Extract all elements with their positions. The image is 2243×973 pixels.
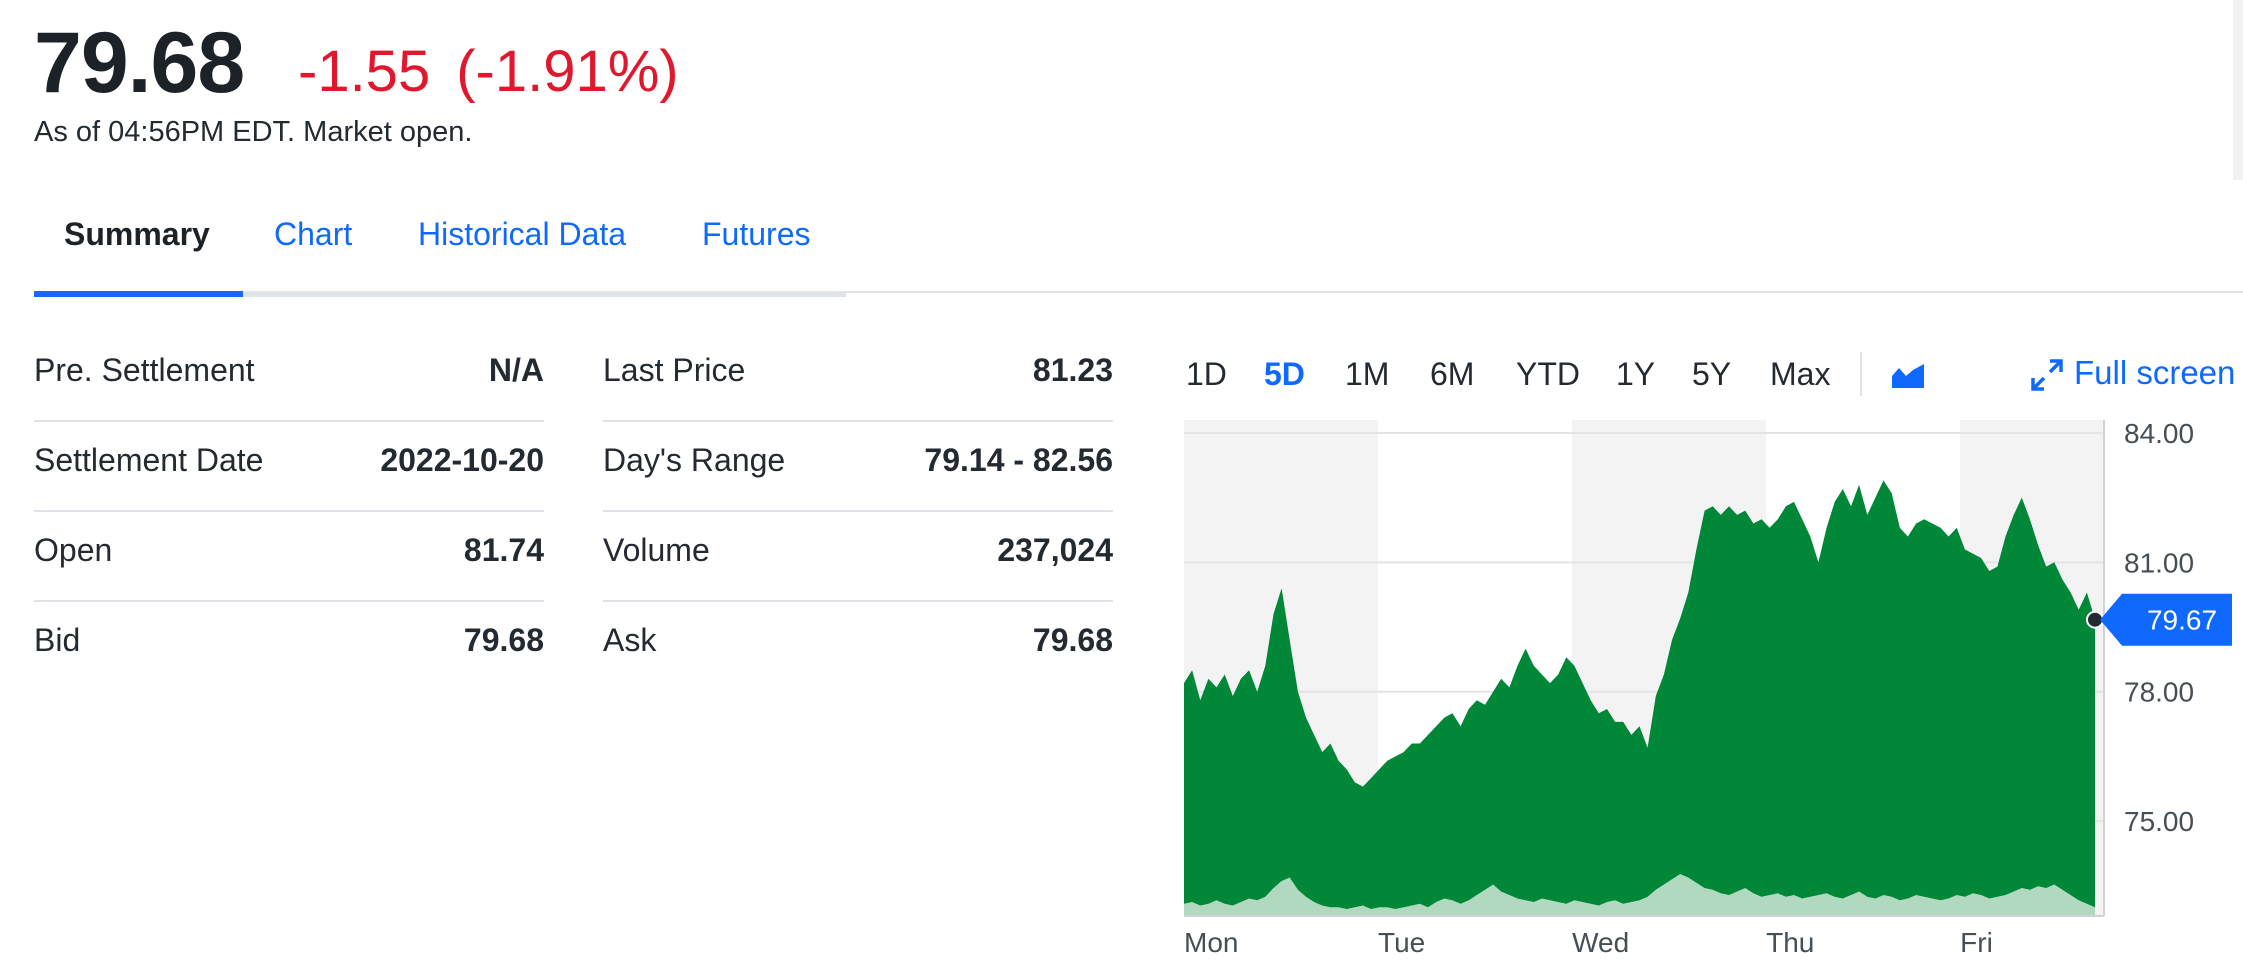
stat-row: Settlement Date 2022-10-20 — [34, 422, 544, 512]
stat-row: Pre. Settlement N/A — [34, 332, 544, 422]
range-ytd[interactable]: YTD — [1516, 356, 1580, 392]
range-5d[interactable]: 5D — [1264, 356, 1305, 392]
stat-value: 81.23 — [1032, 352, 1113, 388]
stat-value: 81.74 — [463, 532, 544, 568]
stat-row: Day's Range 79.14 - 82.56 — [603, 422, 1113, 512]
price-change-percent: (-1.91%) — [456, 39, 679, 104]
last-value-label: 79.67 — [2147, 605, 2217, 636]
tab-futures[interactable]: Futures — [702, 216, 811, 252]
stat-label: Volume — [603, 532, 710, 568]
fullscreen-label: Full screen — [2074, 354, 2236, 391]
quote-stats-right: Last Price 81.23 Day's Range 79.14 - 82.… — [603, 332, 1113, 692]
stat-value: 237,024 — [997, 532, 1113, 568]
y-tick-label: 84.00 — [2124, 418, 2194, 449]
range-1y[interactable]: 1Y — [1616, 356, 1656, 392]
x-tick-label: Wed — [1572, 927, 1629, 958]
x-tick-label: Mon — [1184, 927, 1238, 958]
y-tick-label: 75.00 — [2124, 806, 2194, 837]
range-6m[interactable]: 6M — [1430, 356, 1475, 392]
range-divider — [1860, 352, 1862, 396]
stat-label: Bid — [34, 622, 81, 658]
y-tick-label: 78.00 — [2124, 677, 2194, 708]
tab-summary[interactable]: Summary — [64, 216, 210, 252]
y-tick-label: 81.00 — [2124, 547, 2194, 578]
range-max[interactable]: Max — [1770, 356, 1831, 392]
area-chart-icon[interactable] — [1890, 362, 1926, 390]
stat-label: Day's Range — [603, 442, 786, 478]
stat-label: Settlement Date — [34, 442, 264, 478]
section-divider — [846, 291, 2243, 293]
volume-area — [1184, 874, 2095, 916]
expand-icon — [2031, 359, 2063, 391]
stat-value: 79.68 — [463, 622, 544, 658]
quote-timestamp: As of 04:56PM EDT. Market open. — [34, 116, 473, 148]
stat-label: Last Price — [603, 352, 746, 388]
stat-row: Open 81.74 — [34, 512, 544, 602]
stat-value: 2022-10-20 — [380, 442, 544, 478]
stat-label: Open — [34, 532, 113, 568]
last-price: 79.68 — [34, 15, 245, 111]
stat-label: Pre. Settlement — [34, 352, 255, 388]
stat-row: Ask 79.68 — [603, 602, 1113, 692]
tab-chart[interactable]: Chart — [274, 216, 353, 252]
price-chart-svg[interactable]: 84.00 81.00 78.00 75.00 Mon Tue Wed Thu Fri 79.67 — [1182, 416, 2243, 968]
range-5y[interactable]: 5Y — [1692, 356, 1732, 392]
price-change-value: -1.55 — [298, 39, 431, 104]
x-tick-label: Thu — [1766, 927, 1814, 958]
price-chart[interactable]: 84.00 81.00 78.00 75.00 Mon Tue Wed Thu Fri 79.67 — [1182, 416, 2243, 973]
quote-stats-left: Pre. Settlement N/A Settlement Date 2022… — [34, 332, 544, 692]
price-area — [1184, 480, 2095, 916]
price-change: -1.55 (-1.91%) — [298, 38, 679, 105]
last-value-badge — [2100, 593, 2232, 646]
stat-row: Volume 237,024 — [603, 512, 1113, 602]
tabs-track — [34, 291, 846, 297]
stat-value: N/A — [488, 352, 544, 388]
stat-label: Ask — [603, 622, 657, 658]
range-1d[interactable]: 1D — [1186, 356, 1227, 392]
stat-row: Last Price 81.23 — [603, 332, 1113, 422]
range-1m[interactable]: 1M — [1345, 356, 1390, 392]
page-edge-divider — [2233, 0, 2243, 180]
stat-value: 79.14 - 82.56 — [924, 442, 1113, 478]
active-tab-indicator — [34, 291, 243, 297]
x-tick-label: Fri — [1960, 927, 1993, 958]
stat-value: 79.68 — [1032, 622, 1113, 658]
tab-historical-data[interactable]: Historical Data — [418, 216, 627, 252]
x-tick-label: Tue — [1378, 927, 1425, 958]
stat-row: Bid 79.68 — [34, 602, 544, 692]
